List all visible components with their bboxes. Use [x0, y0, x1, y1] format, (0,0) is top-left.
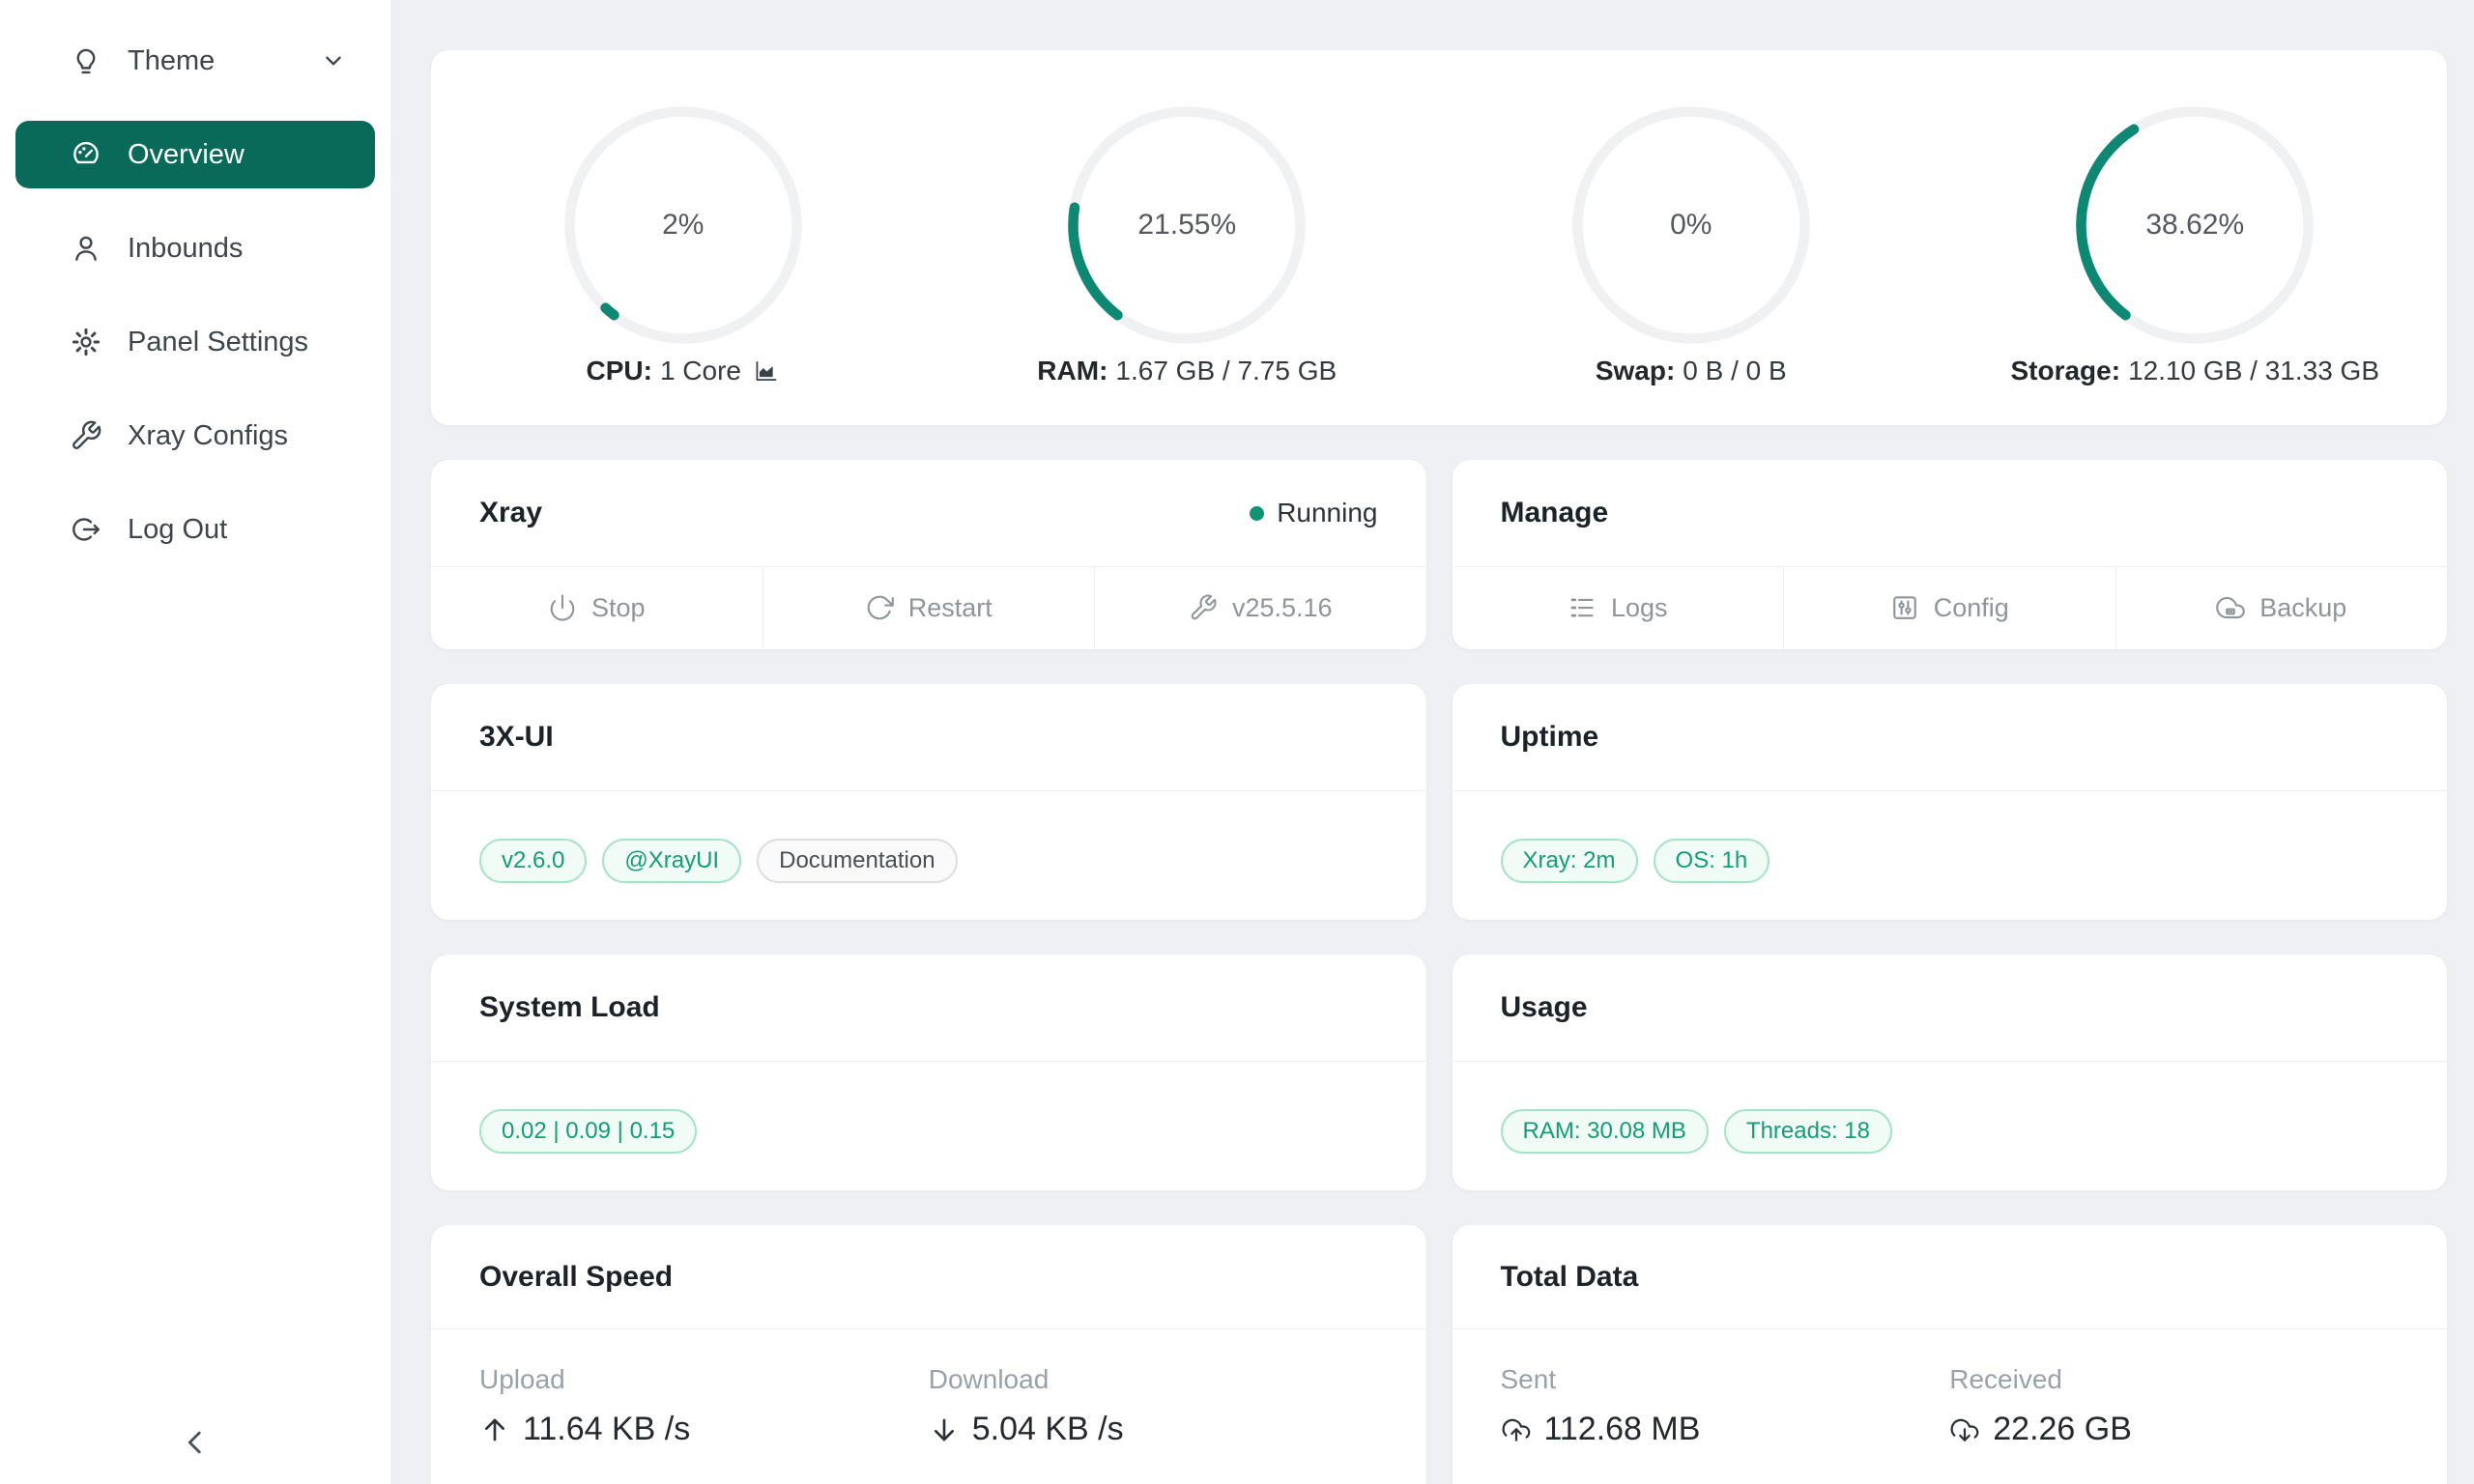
total-data-card: Total Data Sent 112.68 MB	[1452, 1225, 2447, 1484]
ram-usage-badge: RAM: 30.08 MB	[1500, 1109, 1709, 1154]
overall-speed-card: Overall Speed Upload 11.64 KB /s Downloa…	[431, 1225, 1426, 1484]
area-chart-icon[interactable]	[753, 357, 780, 385]
bulb-icon	[70, 44, 102, 77]
sidebar: Theme Overview	[0, 0, 390, 1484]
sidebar-item-label: Inbounds	[128, 232, 244, 264]
wrench-icon	[1189, 593, 1218, 622]
xray-card: Xray Running Stop Restart	[431, 460, 1426, 649]
logout-icon	[70, 513, 102, 546]
sidebar-item-label: Overview	[128, 138, 245, 170]
logs-button[interactable]: Logs	[1453, 567, 1784, 648]
cpu-percent: 2%	[662, 209, 705, 241]
arrow-down-icon	[929, 1414, 960, 1445]
gear-icon	[70, 326, 102, 358]
upload-stat: Upload 11.64 KB /s	[479, 1364, 691, 1447]
system-load-card: System Load 0.02 | 0.09 | 0.15	[431, 955, 1426, 1190]
version-tag[interactable]: v2.6.0	[479, 839, 588, 883]
sidebar-item-inbounds[interactable]: Inbounds	[15, 214, 375, 282]
received-stat: Received 22.26 GB	[1949, 1364, 2132, 1447]
documentation-tag[interactable]: Documentation	[757, 839, 958, 883]
arrow-up-icon	[479, 1414, 510, 1445]
manage-card: Manage Logs	[1452, 460, 2448, 649]
sidebar-item-logout[interactable]: Log Out	[15, 496, 375, 563]
xray-card-title: Xray	[479, 497, 543, 528]
swap-percent: 0%	[1670, 209, 1712, 241]
sidebar-item-label: Log Out	[128, 513, 228, 545]
cpu-caption: CPU: 1 Core	[587, 356, 781, 386]
main-content: 2% CPU: 1 Core 21.55%	[390, 0, 2474, 1484]
reload-icon	[865, 593, 894, 622]
stop-button[interactable]: Stop	[431, 567, 762, 648]
overall-speed-title: Overall Speed	[479, 1260, 674, 1293]
sidebar-item-theme[interactable]: Theme	[15, 27, 375, 95]
xray-version-button[interactable]: v25.5.16	[1094, 567, 1426, 648]
sidebar-item-panel-settings[interactable]: Panel Settings	[15, 308, 375, 376]
uptime-card: Uptime Xray: 2m OS: 1h	[1452, 684, 2447, 920]
swap-gauge: 0% Swap: 0 B / 0 B	[1498, 104, 1884, 386]
config-button[interactable]: Config	[1783, 567, 2115, 648]
xray-status: Running	[1250, 498, 1378, 528]
wrench-icon	[70, 419, 102, 452]
sidebar-nav: Theme Overview	[0, 0, 390, 563]
sidebar-item-overview[interactable]: Overview	[15, 121, 375, 188]
status-text: Running	[1277, 498, 1378, 528]
user-icon	[70, 232, 102, 265]
xui-card: 3X-UI v2.6.0 @XrayUI Documentation	[431, 684, 1426, 920]
control-icon	[1890, 593, 1919, 622]
usage-card-title: Usage	[1500, 991, 1588, 1023]
chevron-left-icon	[179, 1426, 212, 1459]
manage-card-title: Manage	[1500, 497, 1609, 528]
restart-button[interactable]: Restart	[762, 567, 1095, 648]
uptime-card-title: Uptime	[1500, 721, 1599, 753]
xui-card-title: 3X-UI	[479, 721, 554, 753]
sidebar-item-label: Panel Settings	[128, 326, 309, 357]
status-dot	[1250, 505, 1265, 521]
telegram-tag[interactable]: @XrayUI	[602, 839, 742, 883]
cloud-upload-icon	[1501, 1414, 1532, 1445]
backup-button[interactable]: Backup	[2114, 567, 2448, 648]
os-uptime-badge: OS: 1h	[1653, 839, 1770, 883]
system-gauges-card: 2% CPU: 1 Core 21.55%	[431, 50, 2447, 425]
ram-gauge: 21.55% RAM: 1.67 GB / 7.75 GB	[993, 104, 1380, 386]
load-average-badge: 0.02 | 0.09 | 0.15	[479, 1109, 698, 1154]
system-load-title: System Load	[479, 991, 660, 1023]
sidebar-collapse-button[interactable]	[0, 1426, 390, 1459]
cloud-server-icon	[2216, 593, 2246, 622]
threads-badge: Threads: 18	[1723, 1109, 1892, 1154]
xray-uptime-badge: Xray: 2m	[1500, 839, 1638, 883]
ordered-list-icon	[1568, 593, 1597, 622]
download-stat: Download 5.04 KB /s	[928, 1364, 1124, 1447]
cloud-download-icon	[1949, 1414, 1980, 1445]
sidebar-item-xray-configs[interactable]: Xray Configs	[15, 402, 375, 470]
power-icon	[548, 593, 577, 622]
total-data-title: Total Data	[1500, 1260, 1639, 1293]
sent-stat: Sent 112.68 MB	[1500, 1364, 1701, 1447]
chevron-down-icon	[321, 48, 346, 73]
dashboard-icon	[70, 138, 102, 171]
cpu-gauge: 2% CPU: 1 Core	[490, 104, 877, 386]
sidebar-item-label: Theme	[128, 44, 216, 76]
usage-card: Usage RAM: 30.08 MB Threads: 18	[1452, 955, 2447, 1190]
swap-caption: Swap: 0 B / 0 B	[1595, 356, 1787, 385]
ram-percent: 21.55%	[1137, 209, 1237, 241]
storage-percent: 38.62%	[2145, 209, 2245, 241]
storage-caption: Storage: 12.10 GB / 31.33 GB	[2010, 356, 2380, 385]
sidebar-item-label: Xray Configs	[128, 419, 289, 451]
storage-gauge: 38.62% Storage: 12.10 GB / 31.33 GB	[2001, 104, 2388, 386]
ram-caption: RAM: 1.67 GB / 7.75 GB	[1037, 356, 1338, 385]
